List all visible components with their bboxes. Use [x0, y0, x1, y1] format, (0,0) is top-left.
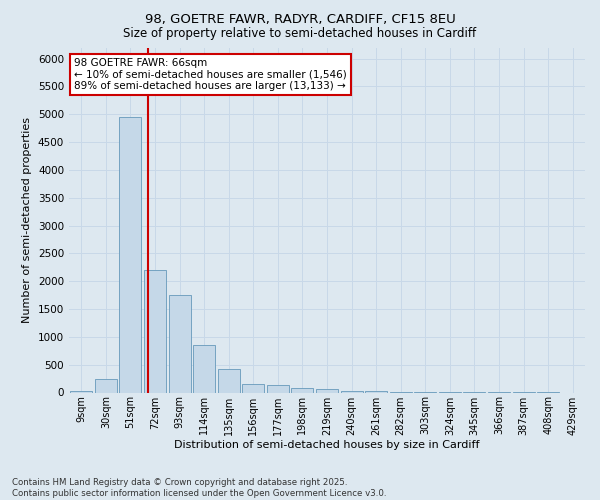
Bar — [119, 117, 142, 392]
Text: 98, GOETRE FAWR, RADYR, CARDIFF, CF15 8EU: 98, GOETRE FAWR, RADYR, CARDIFF, CF15 8E… — [145, 12, 455, 26]
Bar — [267, 386, 289, 392]
Bar — [95, 379, 117, 392]
Bar — [316, 390, 338, 392]
Text: 98 GOETRE FAWR: 66sqm
← 10% of semi-detached houses are smaller (1,546)
89% of s: 98 GOETRE FAWR: 66sqm ← 10% of semi-deta… — [74, 58, 347, 91]
Bar — [218, 368, 240, 392]
Bar — [193, 345, 215, 393]
Bar — [341, 390, 362, 392]
Bar — [144, 270, 166, 392]
Bar — [70, 391, 92, 392]
Bar — [169, 295, 191, 392]
Y-axis label: Number of semi-detached properties: Number of semi-detached properties — [22, 117, 32, 323]
Text: Contains HM Land Registry data © Crown copyright and database right 2025.
Contai: Contains HM Land Registry data © Crown c… — [12, 478, 386, 498]
Bar — [292, 388, 313, 392]
Text: Size of property relative to semi-detached houses in Cardiff: Size of property relative to semi-detach… — [124, 28, 476, 40]
Bar — [242, 384, 265, 392]
X-axis label: Distribution of semi-detached houses by size in Cardiff: Distribution of semi-detached houses by … — [174, 440, 480, 450]
